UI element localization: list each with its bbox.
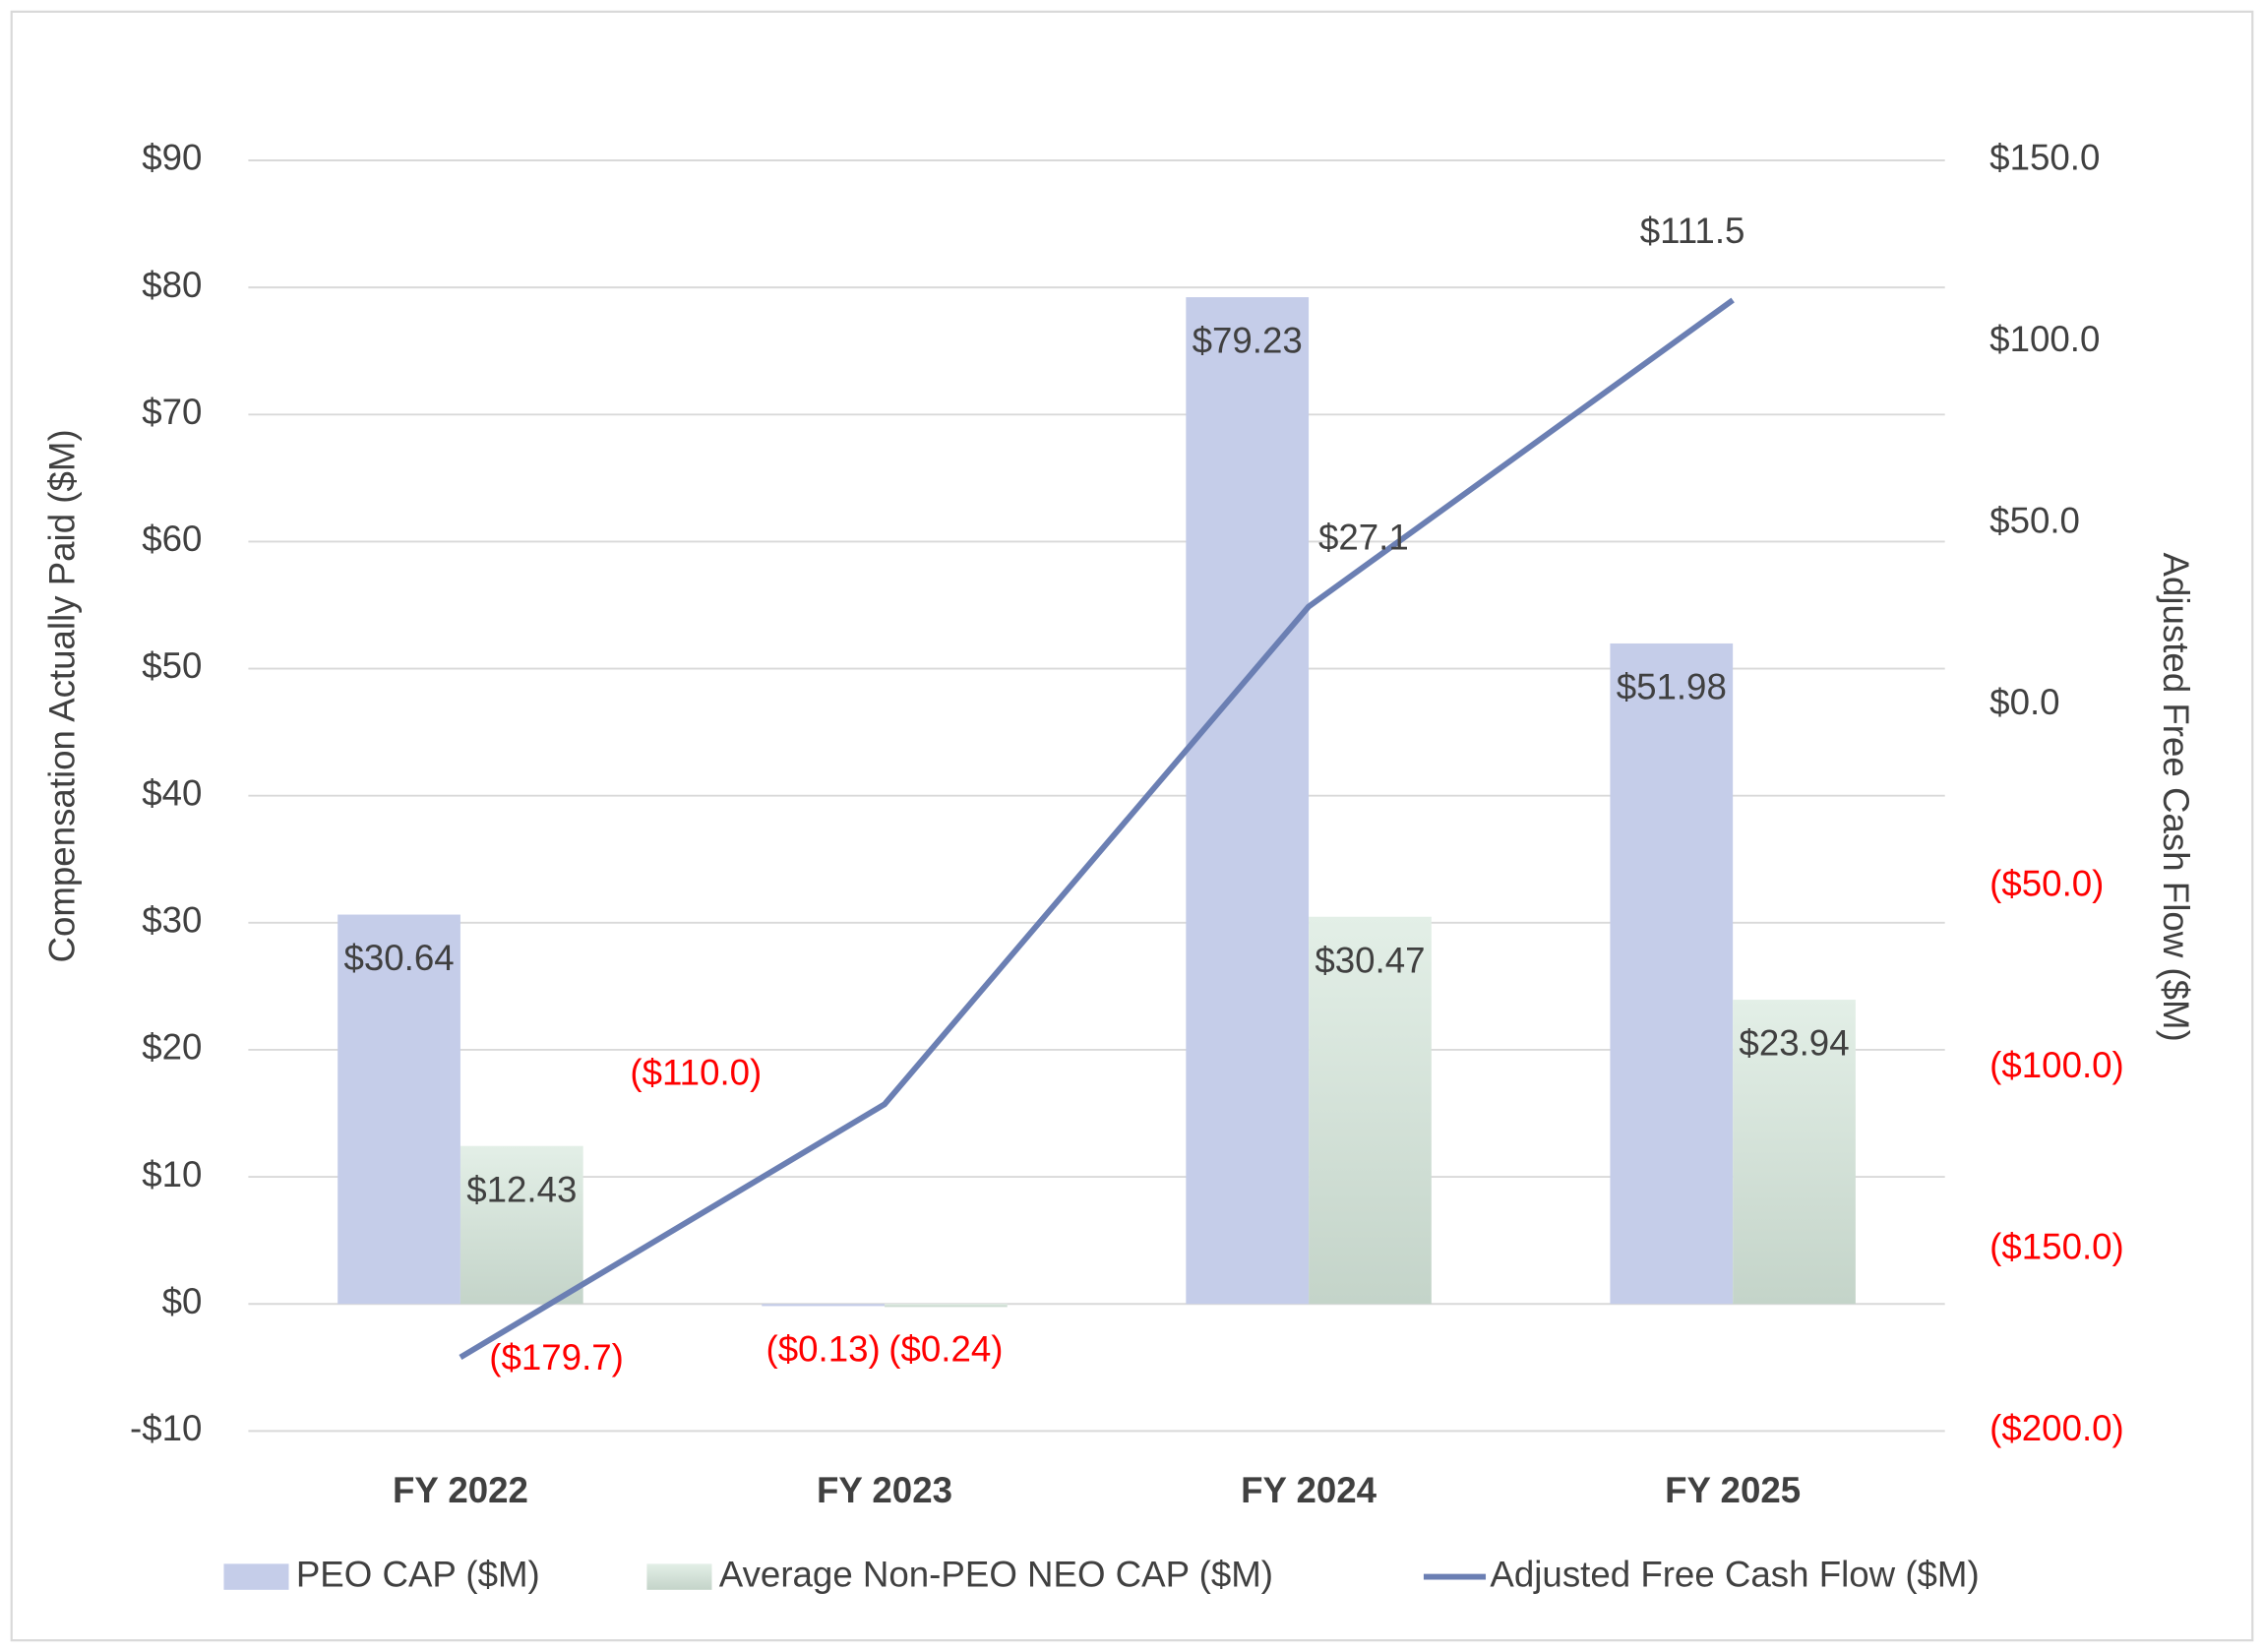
data-label: $27.1 (1318, 518, 1409, 558)
legend-label: Adjusted Free Cash Flow ($M) (1490, 1554, 1979, 1594)
y-tick-label: $0 (162, 1281, 203, 1321)
x-tick-label: FY 2022 (393, 1470, 528, 1510)
y2-tick-label: $50.0 (1989, 501, 2080, 541)
y-tick-label: $30 (142, 900, 202, 941)
data-label: $30.64 (343, 938, 454, 978)
bar (885, 1304, 1008, 1308)
bar (1610, 642, 1734, 1305)
bar (459, 1145, 583, 1305)
bar (337, 914, 460, 1305)
data-label: $30.47 (1315, 940, 1425, 980)
legend-swatch (223, 1563, 289, 1590)
data-label: $51.98 (1617, 667, 1727, 707)
y2-tick-label: ($50.0) (1989, 864, 2104, 904)
x-tick-label: FY 2025 (1665, 1470, 1801, 1510)
y-axis-title: Compensation Actually Paid ($M) (42, 429, 83, 962)
x-tick-label: FY 2024 (1241, 1470, 1377, 1510)
y-tick-label: $70 (142, 392, 202, 432)
legend-swatch (646, 1563, 712, 1590)
y-tick-label: $10 (142, 1154, 202, 1194)
bar (762, 1304, 886, 1307)
data-label: $79.23 (1193, 321, 1303, 361)
bar (1733, 1000, 1856, 1305)
y-tick-label: $40 (142, 772, 202, 813)
y2-tick-label: ($150.0) (1989, 1227, 2124, 1267)
data-label: ($0.24) (888, 1328, 1003, 1369)
legend-label: Average Non-PEO NEO CAP ($M) (719, 1554, 1273, 1594)
data-label: $12.43 (466, 1169, 577, 1209)
y2-tick-label: $0.0 (1989, 682, 2059, 722)
data-label: ($179.7) (489, 1337, 624, 1377)
data-label: ($0.13) (766, 1328, 881, 1369)
line (459, 297, 1735, 1360)
y2-tick-label: $150.0 (1989, 138, 2100, 178)
data-label: $23.94 (1739, 1023, 1849, 1064)
bar (1309, 916, 1432, 1305)
y2-tick-label: ($100.0) (1989, 1045, 2124, 1085)
y2-tick-label: $100.0 (1989, 319, 2100, 359)
y-tick-label: $80 (142, 265, 202, 305)
y2-tick-label: ($200.0) (1989, 1408, 2124, 1448)
y-tick-label: $90 (142, 138, 202, 178)
legend-label: PEO CAP ($M) (296, 1554, 540, 1594)
x-tick-label: FY 2023 (817, 1470, 952, 1510)
y2-axis-title: Adjusted Free Cash Flow ($M) (2156, 553, 2196, 1042)
data-label: ($110.0) (630, 1053, 762, 1093)
data-label: $111.5 (1640, 211, 1745, 251)
y-tick-label: $60 (142, 519, 202, 559)
y-tick-label: $20 (142, 1027, 202, 1068)
chart-border (10, 10, 2254, 1642)
y-tick-label: $50 (142, 645, 202, 686)
bar (1186, 297, 1310, 1305)
y-tick-label: -$10 (130, 1408, 202, 1448)
